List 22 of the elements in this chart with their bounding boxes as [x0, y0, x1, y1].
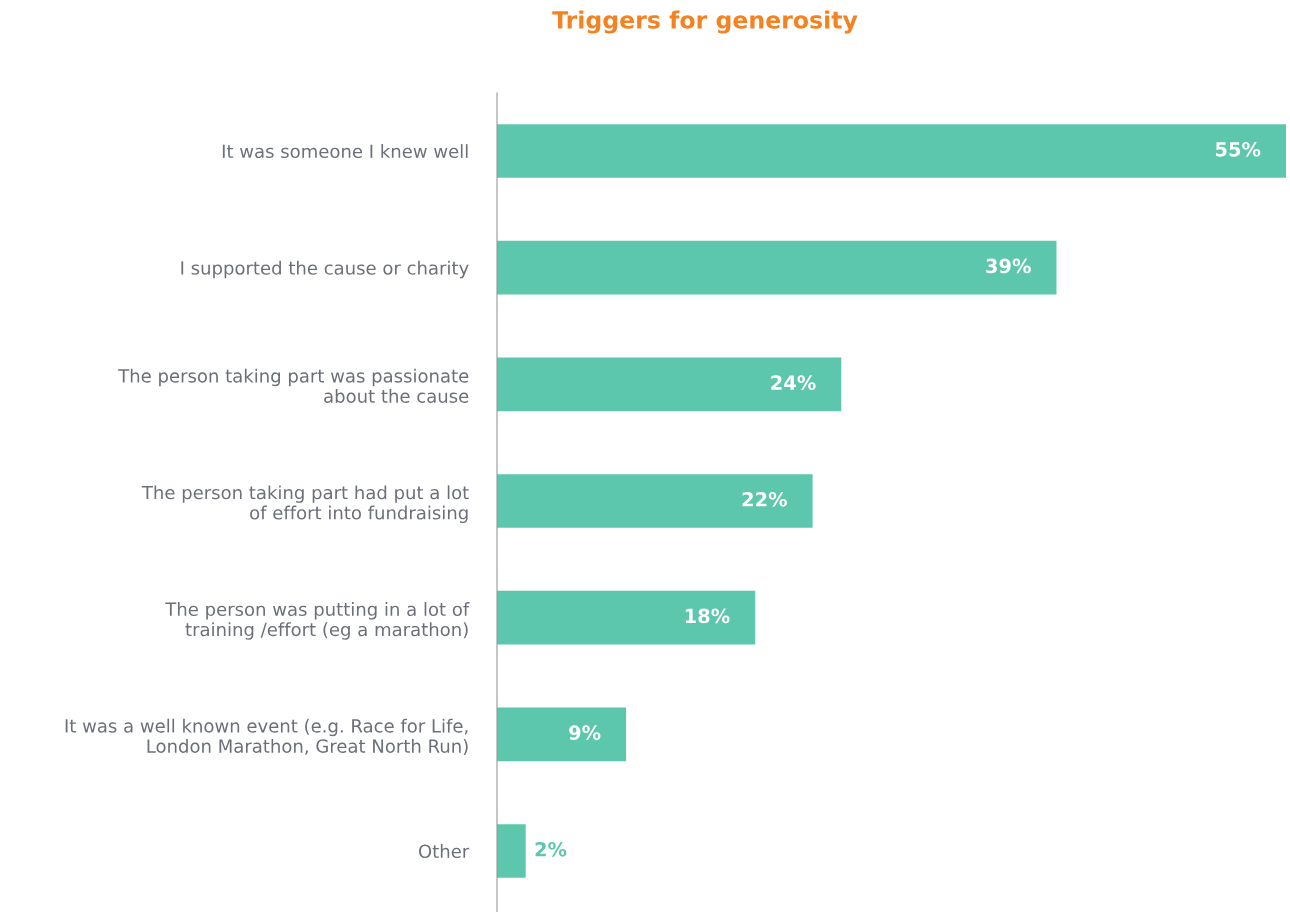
- data-label: 55%: [1215, 141, 1261, 157]
- y-tick-label: It was someone I knew well: [222, 144, 468, 159]
- bar: [497, 474, 813, 528]
- y-tick-label: The person taking part was passionate about the cause: [118, 368, 469, 403]
- bar: [497, 240, 1057, 295]
- y-tick-label: I supported the cause or charity: [181, 260, 469, 279]
- bar: [497, 124, 1286, 178]
- bar: [497, 707, 627, 762]
- data-label: 39%: [986, 258, 1031, 274]
- data-label: 22%: [742, 491, 787, 507]
- chart-title: Triggers for generosity: [552, 10, 858, 34]
- data-label: 9%: [569, 725, 601, 740]
- y-tick-label: The person taking part had put a lot of effort into fundraising: [141, 485, 469, 524]
- y-tick-label: Other: [418, 844, 470, 859]
- data-label: 18%: [685, 608, 730, 624]
- bar: [497, 357, 842, 412]
- data-label: 2%: [535, 841, 567, 857]
- y-tick-label: The person was putting in a lot of training /effort (eg a marathon): [165, 602, 470, 640]
- y-tick-label: It was a well known event (e.g. Race for Life, London Marathon, Great North Run): [65, 718, 468, 756]
- bar: [497, 824, 526, 878]
- data-label: 24%: [771, 375, 816, 390]
- bar: [497, 590, 756, 645]
